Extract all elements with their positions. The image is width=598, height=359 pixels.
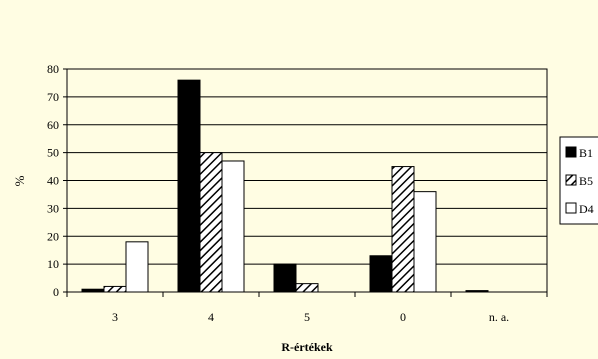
bar-b5-0 <box>103 285 127 293</box>
x-tick-labels: 3 4 5 0 n. a. <box>66 292 548 324</box>
y-tick-label: 0 <box>53 285 59 299</box>
y-tick-label: 80 <box>47 62 59 76</box>
y-tick-label: 20 <box>47 229 59 243</box>
bar-b5-2 <box>295 283 319 293</box>
y-axis-label: % <box>12 175 27 186</box>
x-axis-label: R-értékek <box>281 340 333 354</box>
y-tick-label: 50 <box>47 146 59 160</box>
legend-swatch-d4 <box>565 202 577 214</box>
y-tick-label: 30 <box>47 201 59 215</box>
legend: B1 B5 D4 <box>559 136 598 225</box>
y-tick-labels: 0 10 20 30 40 50 60 70 80 <box>47 62 67 299</box>
y-tick-label: 10 <box>47 257 59 271</box>
legend-swatch-b5 <box>565 174 577 186</box>
legend-label-d4: D4 <box>579 202 594 216</box>
x-tick-label: 4 <box>208 310 214 324</box>
bar-b1-2 <box>273 263 297 293</box>
bar-b5-3 <box>391 166 415 293</box>
legend-swatch-b1 <box>565 146 577 158</box>
bars <box>81 79 489 293</box>
x-tick-label: 0 <box>400 310 406 324</box>
y-tick-label: 70 <box>47 90 59 104</box>
bar-b5-1 <box>199 152 223 293</box>
y-tick-label: 40 <box>47 174 59 188</box>
bar-b1-1 <box>177 79 201 293</box>
legend-label-b1: B1 <box>579 146 593 160</box>
legend-label-b5: B5 <box>579 174 593 188</box>
x-tick-label: n. a. <box>489 310 509 324</box>
bar-d4-0 <box>125 241 149 293</box>
bar-d4-1 <box>221 160 245 293</box>
bar-b1-3 <box>369 255 393 293</box>
bar-d4-3 <box>413 191 437 293</box>
x-tick-label: 5 <box>304 310 310 324</box>
y-tick-label: 60 <box>47 118 59 132</box>
x-tick-label: 3 <box>112 310 118 324</box>
